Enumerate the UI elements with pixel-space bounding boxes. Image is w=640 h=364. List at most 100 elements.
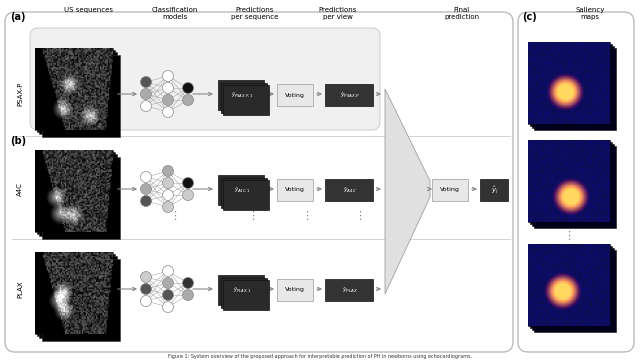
Bar: [325, 179, 373, 201]
Circle shape: [182, 277, 193, 289]
Bar: [277, 179, 313, 201]
Text: Voting: Voting: [285, 288, 305, 293]
Text: PSAX-P: PSAX-P: [17, 82, 23, 106]
Bar: [40, 154, 117, 236]
Bar: [530, 44, 612, 126]
Bar: [432, 179, 468, 201]
Text: $\hat{y}_{PSAX\text{-}P}$: $\hat{y}_{PSAX\text{-}P}$: [340, 90, 360, 100]
Circle shape: [163, 107, 173, 118]
FancyBboxPatch shape: [30, 28, 380, 130]
Bar: [218, 175, 264, 205]
Bar: [223, 180, 269, 210]
Text: $\hat{y}_{PLAX}$: $\hat{y}_{PLAX}$: [342, 285, 358, 295]
Text: ⋮: ⋮: [248, 211, 259, 221]
Bar: [528, 140, 610, 222]
Circle shape: [141, 284, 152, 294]
Circle shape: [141, 195, 152, 206]
Text: PLAX: PLAX: [17, 280, 23, 298]
Bar: [528, 42, 610, 124]
Bar: [218, 80, 264, 110]
Text: ⋮: ⋮: [301, 211, 312, 221]
Bar: [42, 55, 120, 136]
Text: $\hat{y}_{A4C}$: $\hat{y}_{A4C}$: [343, 185, 357, 195]
Text: ⋮: ⋮: [355, 211, 365, 221]
Bar: [35, 150, 113, 232]
Bar: [325, 279, 373, 301]
Circle shape: [182, 178, 193, 189]
Text: US sequences: US sequences: [63, 7, 113, 13]
Circle shape: [141, 296, 152, 306]
Text: (b): (b): [10, 136, 26, 146]
Text: ⋮: ⋮: [563, 231, 575, 241]
Circle shape: [163, 178, 173, 189]
Circle shape: [182, 190, 193, 201]
Bar: [221, 277, 266, 308]
Bar: [532, 46, 614, 128]
Circle shape: [163, 95, 173, 106]
Circle shape: [163, 166, 173, 177]
Circle shape: [163, 190, 173, 201]
Bar: [40, 256, 117, 339]
Bar: [277, 279, 313, 301]
Bar: [530, 142, 612, 224]
Text: Predictions
per sequence: Predictions per sequence: [231, 7, 278, 20]
Bar: [480, 179, 508, 201]
FancyBboxPatch shape: [518, 12, 634, 352]
Circle shape: [163, 301, 173, 313]
Text: Voting: Voting: [285, 187, 305, 193]
Text: Classification
models: Classification models: [152, 7, 198, 20]
Text: (c): (c): [522, 12, 537, 22]
Bar: [218, 275, 264, 305]
Bar: [221, 178, 266, 207]
Circle shape: [141, 272, 152, 282]
Text: $\hat{y}_i$: $\hat{y}_i$: [491, 184, 499, 196]
Bar: [42, 258, 120, 341]
Circle shape: [141, 171, 152, 182]
Circle shape: [163, 265, 173, 277]
Bar: [532, 144, 614, 226]
Circle shape: [182, 83, 193, 94]
Circle shape: [182, 289, 193, 301]
Bar: [223, 85, 269, 115]
Bar: [223, 280, 269, 310]
Circle shape: [163, 202, 173, 213]
Circle shape: [163, 289, 173, 301]
Bar: [534, 146, 616, 228]
Circle shape: [141, 76, 152, 87]
Circle shape: [163, 71, 173, 82]
Bar: [530, 246, 612, 328]
Bar: [37, 254, 115, 336]
Bar: [40, 52, 117, 134]
Bar: [534, 250, 616, 332]
Bar: [534, 48, 616, 130]
FancyBboxPatch shape: [5, 12, 513, 352]
Bar: [42, 157, 120, 238]
Circle shape: [163, 83, 173, 94]
Text: Figure 1: System overview of the proposed approach for interpretable prediction : Figure 1: System overview of the propose…: [168, 354, 472, 359]
Text: ⋮: ⋮: [170, 211, 180, 221]
Bar: [325, 84, 373, 106]
Text: Final
prediction: Final prediction: [444, 7, 479, 20]
Bar: [37, 50, 115, 132]
Text: $\hat{y}_{PLAX,1}$: $\hat{y}_{PLAX,1}$: [233, 285, 252, 294]
Bar: [221, 83, 266, 112]
Polygon shape: [385, 89, 430, 294]
Circle shape: [141, 183, 152, 194]
Text: Saliency
maps: Saliency maps: [575, 7, 605, 20]
Bar: [35, 252, 113, 334]
Bar: [37, 152, 115, 234]
Bar: [528, 244, 610, 326]
Bar: [35, 48, 113, 130]
Text: A4C: A4C: [17, 182, 23, 196]
Text: Voting: Voting: [285, 92, 305, 98]
Text: $\hat{y}_{A4C,1}$: $\hat{y}_{A4C,1}$: [234, 186, 250, 194]
Text: (a): (a): [10, 12, 26, 22]
Circle shape: [141, 88, 152, 99]
Circle shape: [182, 95, 193, 106]
Bar: [532, 248, 614, 330]
Circle shape: [141, 100, 152, 111]
Bar: [277, 84, 313, 106]
Circle shape: [163, 277, 173, 289]
Text: Predictions
per view: Predictions per view: [319, 7, 357, 20]
Text: Voting: Voting: [440, 187, 460, 193]
